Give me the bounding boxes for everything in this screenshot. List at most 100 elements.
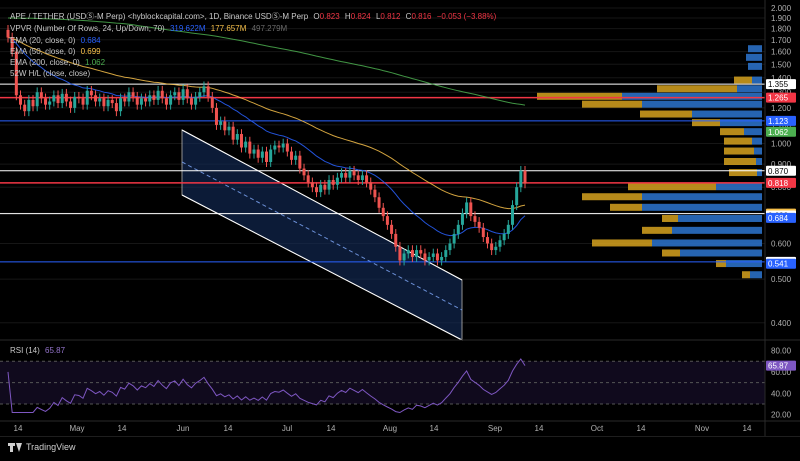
candle-body bbox=[502, 233, 506, 241]
volume-profile-up-bar bbox=[692, 119, 720, 127]
candle-body bbox=[494, 246, 498, 251]
price-level-badge-label: 0.870 bbox=[768, 167, 789, 176]
price-level-badge bbox=[766, 177, 796, 188]
price-change: −0.053 (−3.88%) bbox=[436, 12, 497, 21]
candle-body bbox=[152, 95, 156, 100]
candle-body bbox=[160, 90, 164, 99]
volume-profile-down-bar bbox=[642, 193, 762, 201]
candle-body bbox=[35, 92, 39, 107]
candle-body bbox=[423, 253, 427, 261]
vpvr-total-value: 497.279M bbox=[251, 24, 288, 33]
price-tick-label: 1.000 bbox=[771, 140, 792, 149]
candle-body bbox=[231, 126, 235, 140]
candle-body bbox=[519, 170, 523, 188]
volume-profile-up-bar bbox=[582, 193, 642, 201]
candle-body bbox=[490, 243, 494, 251]
volume-profile-up-bar bbox=[720, 128, 744, 136]
candle-body bbox=[373, 189, 377, 198]
candle-body bbox=[331, 179, 335, 185]
ohlc-open-label: O bbox=[313, 12, 320, 21]
time-tick-label: 14 bbox=[118, 424, 127, 433]
volume-profile-down-bar bbox=[757, 169, 762, 177]
price-level-badge-label: 0.541 bbox=[768, 260, 789, 269]
volume-profile-down-bar bbox=[750, 271, 762, 279]
candle-body bbox=[123, 98, 127, 102]
legend-ema20[interactable]: EMA (20, close, 0) 0.684 bbox=[10, 35, 104, 46]
candle-body bbox=[435, 253, 439, 261]
candle-body bbox=[419, 250, 423, 254]
price-tick-label: 2.000 bbox=[771, 4, 792, 13]
ema20-label: EMA (20, close, 0) bbox=[10, 36, 76, 45]
horizontal-level-lines bbox=[0, 83, 765, 263]
footer-bar bbox=[0, 436, 800, 461]
candle-body bbox=[127, 92, 131, 102]
candle-body bbox=[440, 256, 444, 261]
candle-body bbox=[48, 101, 52, 105]
candle-body bbox=[173, 92, 177, 96]
legend-ema50[interactable]: EMA (50, close, 0) 0.699 bbox=[10, 46, 104, 57]
legend-rsi[interactable]: RSI (14) 65.87 bbox=[10, 345, 68, 356]
ohlc-open-value: 0.823 bbox=[319, 12, 340, 21]
time-tick-label: Sep bbox=[488, 424, 503, 433]
time-tick-label: 14 bbox=[743, 424, 752, 433]
price-level-badge-label: 1.123 bbox=[768, 117, 789, 126]
volume-profile-up-bar bbox=[662, 214, 678, 222]
candle-body bbox=[214, 107, 218, 125]
candle-body bbox=[398, 246, 402, 261]
candle-body bbox=[148, 95, 152, 102]
volume-profile-up-bar bbox=[537, 92, 622, 100]
price-tick-label: 1.400 bbox=[771, 74, 792, 83]
candle-body bbox=[44, 98, 48, 105]
candle-body bbox=[285, 143, 289, 152]
candle-body bbox=[485, 237, 489, 244]
volume-profile-down-bar bbox=[754, 147, 762, 155]
symbol-title[interactable]: APE / TETHER (USDⓈ-M Perp) <hyblockcapit… bbox=[10, 12, 309, 21]
time-tick-label: Nov bbox=[695, 424, 709, 433]
legend-ema200[interactable]: EMA (200, close, 0) 1.062 bbox=[10, 57, 108, 68]
ema50-line bbox=[7, 37, 526, 210]
volume-profile-up-bar bbox=[592, 239, 652, 247]
ema20-line bbox=[7, 37, 526, 237]
candle-body bbox=[352, 170, 356, 176]
candle-body bbox=[277, 145, 281, 148]
candle-body bbox=[410, 250, 414, 257]
ema20-value: 0.684 bbox=[80, 36, 101, 45]
price-level-badge-label: 0.684 bbox=[768, 214, 789, 223]
price-tick-label: 0.900 bbox=[771, 160, 792, 169]
candle-body bbox=[210, 96, 214, 108]
time-tick-label: 14 bbox=[327, 424, 336, 433]
tradingview-logo[interactable]: TradingView bbox=[8, 442, 76, 452]
candle-body bbox=[198, 92, 202, 97]
candle-body bbox=[156, 90, 160, 100]
ohlc-close-label: C bbox=[405, 12, 412, 21]
candle-body bbox=[244, 141, 248, 148]
candle-body bbox=[227, 126, 231, 131]
volume-profile-down-bar bbox=[744, 128, 762, 136]
candle-body bbox=[360, 175, 364, 180]
volume-profile-up-bar bbox=[716, 260, 726, 268]
candle-body bbox=[110, 99, 114, 104]
rsi-line bbox=[7, 358, 526, 414]
price-level-badge-label: 0.818 bbox=[768, 179, 789, 188]
time-tick-label: 14 bbox=[14, 424, 23, 433]
candle-body bbox=[189, 98, 193, 105]
ema50-value: 0.699 bbox=[80, 47, 101, 56]
candle-body bbox=[81, 98, 85, 105]
candle-body bbox=[256, 149, 260, 158]
price-level-badge-label: 1.265 bbox=[768, 94, 789, 103]
rsi-value-badge bbox=[766, 360, 796, 371]
candle-body bbox=[465, 202, 469, 214]
price-tick-label: 1.700 bbox=[771, 36, 792, 45]
ohlc-low-label: L bbox=[375, 12, 381, 21]
price-level-badge-label: 1.355 bbox=[768, 80, 789, 89]
volume-profile-down-bar bbox=[720, 119, 762, 127]
candle-body bbox=[406, 250, 410, 254]
candle-body bbox=[369, 182, 373, 190]
ema-lines bbox=[7, 17, 526, 237]
candle-body bbox=[169, 95, 173, 105]
volume-profile-up-bar bbox=[742, 271, 750, 279]
legend-vpvr[interactable]: VPVR (Number Of Rows, 24, Up/Down, 70) 3… bbox=[10, 23, 290, 34]
legend-52w[interactable]: 52W H/L (close, close) bbox=[10, 68, 93, 79]
candle-body bbox=[194, 96, 198, 105]
